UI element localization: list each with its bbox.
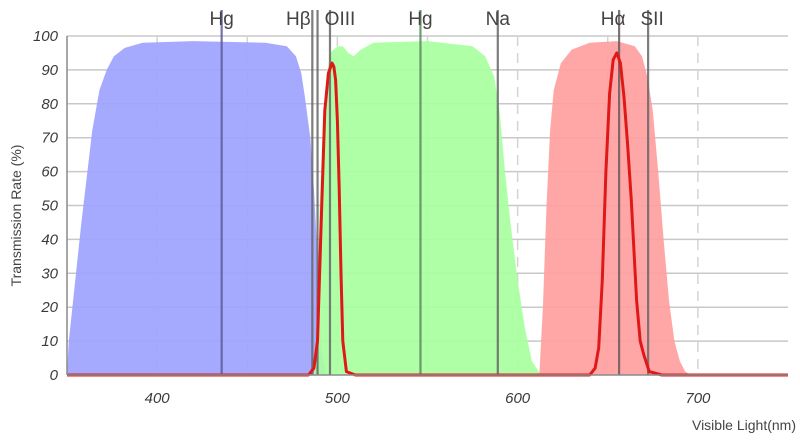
filter-band-1 xyxy=(313,41,542,375)
spectral-line-label: Hβ xyxy=(286,9,311,30)
y-tick-label: 30 xyxy=(41,265,58,282)
spectral-line-label: Hα xyxy=(601,9,626,30)
spectral-line-label: Hg xyxy=(210,9,234,30)
y-tick-label: 20 xyxy=(40,299,58,316)
transmission-line-3 xyxy=(67,51,788,377)
y-tick-label: 90 xyxy=(41,62,58,79)
x-tick-label: 700 xyxy=(685,390,711,407)
x-axis-title: Visible Light(nm) xyxy=(692,417,796,433)
y-tick-label: 60 xyxy=(41,164,58,181)
spectral-line-label: Na xyxy=(486,9,511,30)
x-tick-label: 500 xyxy=(325,390,351,407)
x-tick-label: 400 xyxy=(145,390,171,407)
y-tick-label: 0 xyxy=(50,367,59,384)
y-tick-label: 100 xyxy=(33,28,59,45)
y-axis-title: Transmission Rate (%) xyxy=(8,145,24,287)
y-tick-label: 40 xyxy=(41,231,58,248)
spectral-line-label: Hg xyxy=(408,9,432,30)
filter-band-2 xyxy=(539,41,691,375)
filter-band-0 xyxy=(67,41,327,375)
x-tick-label: 600 xyxy=(505,390,531,407)
y-tick-label: 50 xyxy=(41,198,58,215)
y-tick-label: 80 xyxy=(41,96,58,113)
y-tick-label: 70 xyxy=(41,130,58,147)
spectral-line-label: OIII xyxy=(325,9,356,30)
spectral-line-label: SII xyxy=(641,9,664,30)
y-tick-label: 10 xyxy=(41,333,58,350)
